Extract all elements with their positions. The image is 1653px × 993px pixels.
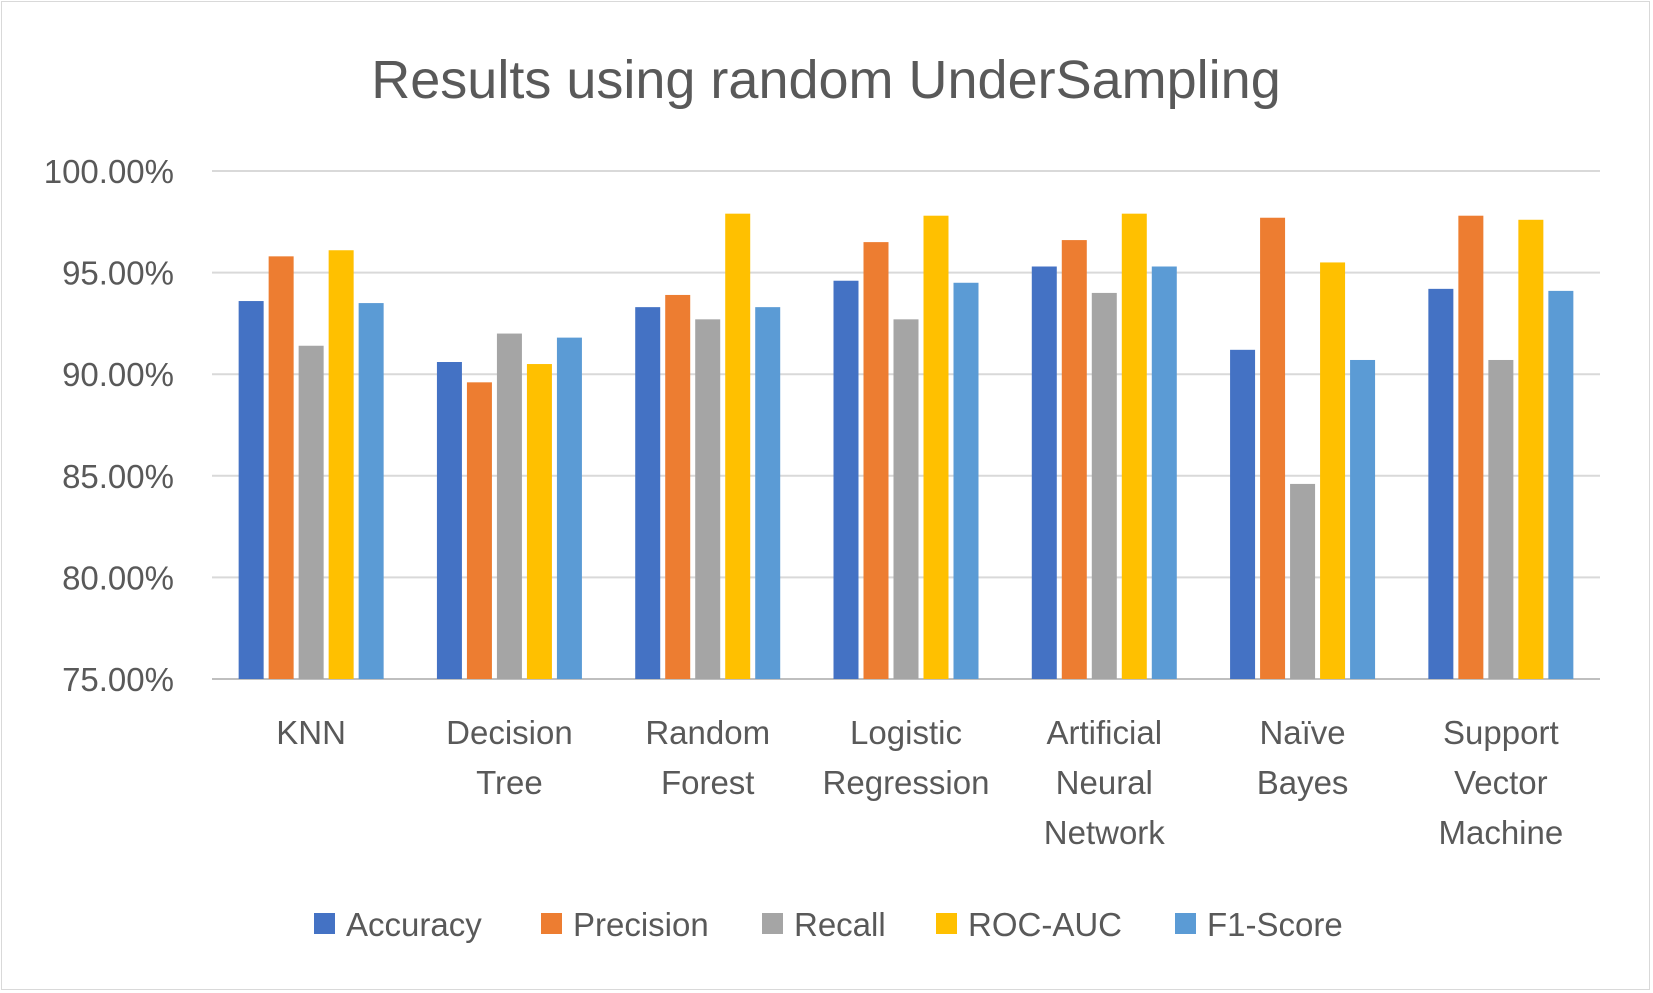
legend-swatch-f1-score: [1175, 913, 1196, 934]
bar-roc-auc-6: [1518, 219, 1544, 679]
bar-precision-2: [665, 294, 691, 679]
bar-roc-auc-2: [725, 213, 751, 679]
x-category-label: Logistic: [850, 714, 962, 751]
chart-title: Results using random UnderSampling: [371, 50, 1280, 110]
bar-accuracy-4: [1031, 266, 1057, 679]
legend-swatch-recall: [762, 913, 783, 934]
y-tick-label: 85.00%: [62, 458, 174, 495]
bar-recall-2: [695, 319, 721, 679]
bar-accuracy-2: [635, 307, 661, 679]
bar-recall-1: [496, 333, 522, 679]
bar-accuracy-6: [1428, 288, 1454, 679]
legend-swatch-precision: [541, 913, 562, 934]
bar-accuracy-5: [1230, 349, 1256, 679]
bar-accuracy-0: [238, 301, 264, 679]
x-category-label: Tree: [476, 764, 543, 801]
legend-label: F1-Score: [1207, 906, 1343, 943]
bar-recall-0: [298, 345, 324, 679]
bar-roc-auc-0: [328, 250, 354, 680]
bar-roc-auc-1: [526, 364, 552, 679]
bar-precision-3: [863, 242, 889, 679]
x-category-label: Support: [1443, 714, 1559, 751]
bar-recall-3: [893, 319, 919, 679]
legend-swatch-accuracy: [314, 913, 335, 934]
x-category-label: Bayes: [1257, 764, 1349, 801]
bar-f1-score-6: [1548, 290, 1574, 679]
legend-label: Accuracy: [346, 906, 482, 943]
bar-precision-5: [1260, 217, 1286, 679]
bar-recall-5: [1290, 483, 1316, 679]
x-category-label: Vector: [1454, 764, 1548, 801]
bar-accuracy-1: [436, 362, 462, 679]
x-category-label: Machine: [1438, 814, 1563, 851]
x-category-label: Network: [1044, 814, 1166, 851]
y-tick-label: 80.00%: [62, 559, 174, 596]
bar-f1-score-3: [953, 282, 979, 679]
y-axis-ticks: 75.00% 80.00% 85.00% 90.00% 95.00% 100.00%: [44, 153, 174, 698]
bar-roc-auc-5: [1320, 262, 1346, 679]
y-tick-label: 90.00%: [62, 356, 174, 393]
bar-precision-1: [466, 382, 492, 679]
legend: Accuracy Precision Recall ROC-AUC F1-Score: [314, 906, 1343, 943]
legend-label: Precision: [573, 906, 709, 943]
bar-f1-score-4: [1151, 266, 1177, 679]
bar-precision-4: [1061, 240, 1087, 679]
bar-recall-4: [1091, 292, 1117, 679]
bar-f1-score-0: [358, 303, 384, 679]
x-category-label: Random: [645, 714, 770, 751]
y-tick-label: 100.00%: [44, 153, 174, 190]
x-axis-categories: KNN Decision Tree Random Forest Logistic Regre…: [276, 714, 1563, 851]
bars: [238, 213, 1574, 680]
bar-precision-0: [268, 256, 294, 679]
y-tick-label: 75.00%: [62, 661, 174, 698]
x-category-label: Neural: [1056, 764, 1153, 801]
x-category-label: Naïve: [1259, 714, 1345, 751]
legend-label: Recall: [794, 906, 886, 943]
x-category-label: Decision: [446, 714, 573, 751]
legend-label: ROC-AUC: [968, 906, 1122, 943]
x-category-label: Artificial: [1047, 714, 1163, 751]
x-category-label: Forest: [661, 764, 755, 801]
y-tick-label: 95.00%: [62, 255, 174, 292]
x-category-label: Regression: [823, 764, 990, 801]
bar-roc-auc-3: [923, 215, 949, 680]
bar-roc-auc-4: [1121, 213, 1147, 679]
bar-f1-score-1: [556, 337, 582, 679]
bar-accuracy-3: [833, 280, 859, 679]
legend-swatch-roc-auc: [936, 913, 957, 934]
bar-f1-score-2: [755, 307, 781, 679]
bar-recall-6: [1488, 359, 1514, 679]
bar-f1-score-5: [1350, 359, 1376, 679]
bar-precision-6: [1458, 215, 1484, 680]
x-category-label: KNN: [276, 714, 346, 751]
